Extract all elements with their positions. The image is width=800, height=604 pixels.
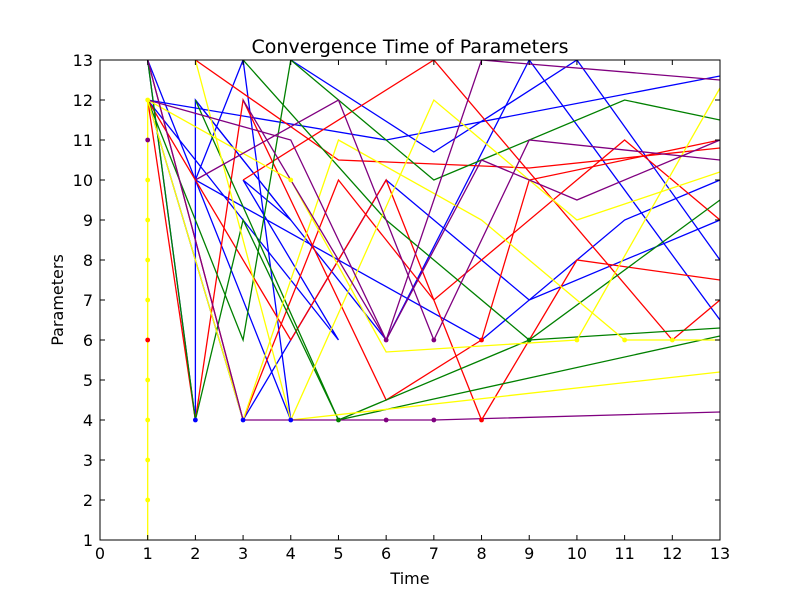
series-line-yellow-3 xyxy=(290,371,720,421)
y-tick-label: 3 xyxy=(83,451,93,470)
y-tick-label: 9 xyxy=(83,211,93,230)
x-tick-label: 3 xyxy=(238,544,248,563)
y-tick-label: 7 xyxy=(83,291,93,310)
series-line-green-4 xyxy=(242,60,720,341)
series-line-yellow-4 xyxy=(194,60,720,422)
data-point xyxy=(288,417,294,423)
x-tick-label: 7 xyxy=(429,544,439,563)
x-tick-label: 0 xyxy=(95,544,105,563)
y-axis-label: Parameters xyxy=(48,254,67,346)
y-tick-label: 8 xyxy=(83,251,93,270)
series-line-red-5 xyxy=(242,60,720,341)
y-tick-label: 12 xyxy=(73,91,93,110)
data-point xyxy=(192,417,198,423)
data-point xyxy=(431,417,437,423)
data-point xyxy=(145,297,151,303)
data-point xyxy=(479,417,484,423)
series-line-purple-4 xyxy=(242,60,720,342)
data-point xyxy=(383,417,389,423)
data-point xyxy=(145,337,151,343)
data-point xyxy=(431,337,437,343)
series-line-yellow xyxy=(147,87,720,540)
y-tick-label: 13 xyxy=(73,51,93,70)
y-tick-label: 1 xyxy=(83,531,93,550)
x-tick-label: 10 xyxy=(567,544,587,563)
data-point xyxy=(145,457,151,463)
y-tick-label: 11 xyxy=(73,131,93,150)
data-point xyxy=(145,377,151,383)
data-point xyxy=(669,337,675,343)
y-tick-label: 10 xyxy=(73,171,93,190)
data-point xyxy=(622,337,628,343)
series-line-green xyxy=(147,60,720,421)
data-point xyxy=(336,417,341,423)
data-point xyxy=(145,497,151,503)
series-line-purple-2 xyxy=(147,99,720,342)
data-point xyxy=(145,417,151,423)
x-tick-label: 4 xyxy=(286,544,296,563)
data-point xyxy=(240,417,246,423)
data-point xyxy=(145,97,151,103)
chart-title: Convergence Time of Parameters xyxy=(252,36,569,58)
x-axis-label: Time xyxy=(389,569,429,588)
series-line-red-4 xyxy=(195,60,720,169)
x-tick-label: 8 xyxy=(476,544,486,563)
data-point xyxy=(526,337,532,343)
x-tick-label: 9 xyxy=(524,544,534,563)
x-tick-label: 2 xyxy=(190,544,200,563)
series-line-green-2 xyxy=(147,60,720,343)
series-line-blue-4 xyxy=(194,60,720,342)
x-tick-label: 5 xyxy=(333,544,343,563)
data-point xyxy=(288,177,294,183)
data-point xyxy=(145,177,151,183)
y-tick-label: 2 xyxy=(83,491,93,510)
y-tick-label: 5 xyxy=(83,371,93,390)
data-point xyxy=(479,337,484,343)
data-point xyxy=(574,337,580,343)
data-point xyxy=(145,137,151,143)
series-line-red-3 xyxy=(147,99,720,422)
y-tick-label: 4 xyxy=(83,411,93,430)
x-tick-label: 12 xyxy=(662,544,682,563)
data-point xyxy=(145,257,151,263)
x-tick-label: 13 xyxy=(710,544,730,563)
x-tick-label: 11 xyxy=(614,544,634,563)
y-tick-label: 6 xyxy=(83,331,93,350)
x-tick-label: 6 xyxy=(381,544,391,563)
x-tick-label: 1 xyxy=(143,544,153,563)
data-point xyxy=(145,217,151,223)
data-point xyxy=(383,337,389,343)
plot-frame xyxy=(99,59,721,541)
